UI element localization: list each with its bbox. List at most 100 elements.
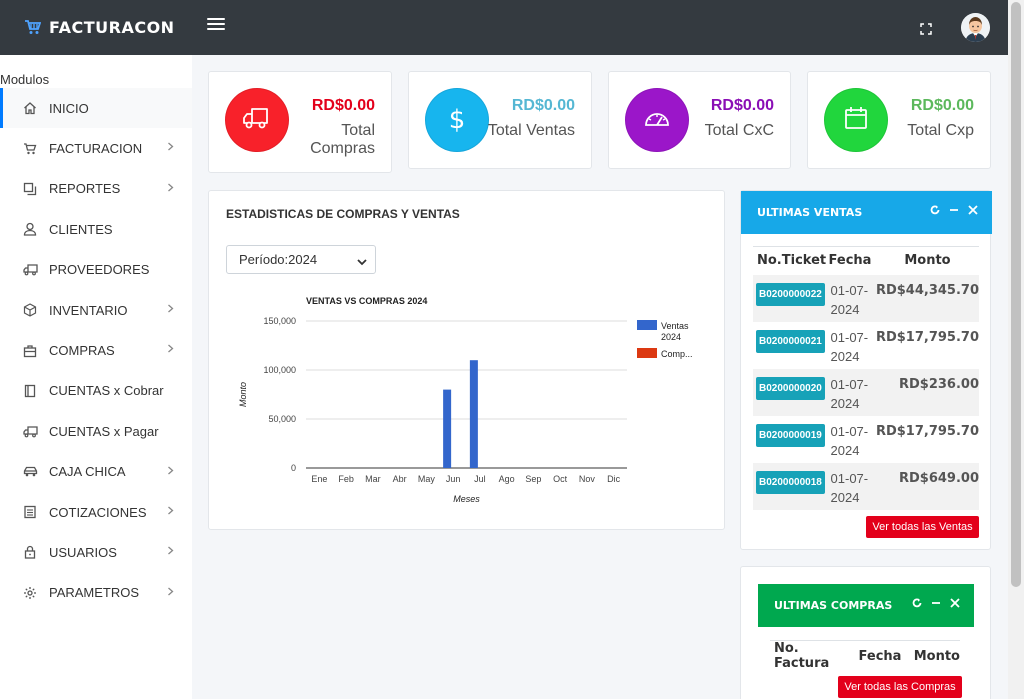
x-tick-label: Dic [607,474,620,484]
stat-label: Total Compras [310,122,375,157]
stat-label: Total Cxp [907,122,974,139]
chevron-right-icon [167,344,174,356]
x-tick-label: Nov [579,474,596,484]
sidebar-item-label: USUARIOS [49,544,117,560]
legend-label: Comp... [661,349,693,359]
compras-panel-header: ULTIMAS COMPRAS [758,584,974,627]
sidebar-item-facturacion[interactable]: FACTURACION [0,128,192,168]
table-row[interactable]: B0200000018 01-07-2024 RD$649.00 [753,462,979,510]
briefcase-icon [22,343,38,359]
stat-card-ventas: $ RD$0.00 Total Ventas [408,71,592,169]
stat-card-cxp: RD$0.00 Total Cxp [807,71,991,169]
sidebar-item-cuentas-x-cobrar[interactable]: CUENTAS x Cobrar [0,371,192,411]
sidebar-item-label: INICIO [49,100,89,116]
column-header: No.Ticket [753,246,829,275]
sidebar-item-caja-chica[interactable]: CAJA CHICA [0,452,192,492]
ver-ventas-button[interactable]: Ver todas las Ventas [866,516,979,538]
sidebar-item-cotizaciones[interactable]: COTIZACIONES [0,492,192,532]
stat-card-compras: RD$0.00 Total Compras [208,71,392,173]
box-icon [22,302,38,318]
bar-chart: VENTAS VS COMPRAS 2024 0 50,000 100,000 150,… [238,296,693,504]
refresh-icon[interactable] [912,598,922,611]
y-axis-label: Monto [238,382,248,407]
sidebar-header: Modulos [0,72,50,87]
sidebar-item-label: PROVEEDORES [49,262,150,278]
chevron-right-icon [167,506,174,518]
x-tick-label: Jun [446,474,461,484]
stat-amount: RD$0.00 [710,97,774,114]
sidebar-item-parametros[interactable]: PARAMETROS [0,573,192,613]
fullscreen-icon[interactable] [920,22,932,35]
stat-card-cxc: RD$0.00 Total CxC [608,71,791,169]
sidebar-item-reportes[interactable]: REPORTES [0,169,192,209]
table-row[interactable]: B0200000020 01-07-2024 RD$236.00 [753,368,979,416]
close-icon[interactable] [968,205,978,218]
table-cell-fecha: 01-07-2024 [830,329,869,364]
table-cell-monto: RD$44,345.70 [875,282,979,298]
ver-compras-button[interactable]: Ver todas las Compras [838,676,962,698]
page-scrollbar[interactable] [1008,0,1024,699]
sidebar-item-inventario[interactable]: INVENTARIO [0,290,192,330]
x-tick-label: Feb [338,474,354,484]
close-icon[interactable] [950,598,960,611]
period-select-value: Período:2024 [239,252,318,267]
x-tick-label: Sep [525,474,541,484]
dollar-icon: $ [448,105,466,135]
sidebar-item-inicio[interactable]: INICIO [0,88,192,129]
table-cell-fecha: 01-07-2024 [830,423,869,458]
column-header: No. Factura [770,640,855,671]
ventas-panel-title: ULTIMAS VENTAS [757,206,863,219]
table-row[interactable]: B0200000021 01-07-2024 RD$17,795.70 [753,322,979,369]
sidebar-item-usuarios[interactable]: USUARIOS [0,532,192,572]
chevron-right-icon [167,183,174,195]
table-cell-fecha: 01-07-2024 [830,376,869,411]
car-icon [22,464,38,480]
stat-amount: RD$0.00 [311,97,375,114]
table-row[interactable]: B0200000019 01-07-2024 RD$17,795.70 [753,416,979,463]
refresh-icon[interactable] [930,205,940,218]
chart-card-title: ESTADISTICAS DE COMPRAS Y VENTAS [226,207,460,221]
stat-label: Total CxC [704,122,774,139]
y-tick-label: 150,000 [263,316,296,326]
sidebar-item-label: FACTURACION [49,141,143,157]
stat-amount: RD$0.00 [910,97,974,114]
x-tick-label: Ago [499,474,515,484]
chevron-right-icon [167,546,174,558]
scrollbar-thumb[interactable] [1011,2,1021,587]
cart-icon [24,19,41,35]
sidebar-item-label: CUENTAS x Cobrar [49,383,164,399]
minimize-icon[interactable] [931,598,941,611]
table-row[interactable]: B0200000022 01-07-2024 RD$44,345.70 [753,274,979,322]
chart-card: ESTADISTICAS DE COMPRAS Y VENTAS Período… [208,190,725,530]
table-cell-monto: RD$236.00 [898,376,979,392]
legend-swatch [637,320,657,330]
legend-swatch [637,348,657,358]
minimize-icon[interactable] [949,205,959,218]
chevron-down-icon [357,255,367,270]
period-select[interactable]: Período:2024 [226,245,376,274]
sidebar-item-proveedores[interactable]: PROVEEDORES [0,250,192,290]
column-header: Fecha [828,246,876,275]
sidebar-item-label: PARAMETROS [49,585,140,601]
truck-icon [243,106,271,135]
ticket-badge: B0200000021 [756,329,825,353]
sidebar-item-compras[interactable]: COMPRAS [0,330,192,370]
x-tick-label: Abr [393,474,407,484]
sidebar-item-cuentas-x-pagar[interactable]: CUENTAS x Pagar [0,411,192,451]
sidebar-menu: INICIO FACTURACION REPORTES CLIENTES PROVEED… [0,88,192,613]
x-tick-label: Oct [553,474,568,484]
lock-icon [22,544,38,560]
copy-icon [22,181,38,197]
x-tick-label: Mar [365,474,381,484]
x-tick-label: Jul [474,474,486,484]
avatar[interactable] [961,13,990,42]
menu-toggle-button[interactable] [207,18,225,34]
gauge-icon [643,108,671,133]
stat-icon-circle [625,88,689,152]
app-title: FACTURACON [49,17,175,37]
sidebar-item-clientes[interactable]: CLIENTES [0,209,192,249]
truck-icon [22,423,38,439]
ledger-icon [22,504,38,520]
brand[interactable]: FACTURACON [24,17,175,37]
user-icon [22,221,38,237]
